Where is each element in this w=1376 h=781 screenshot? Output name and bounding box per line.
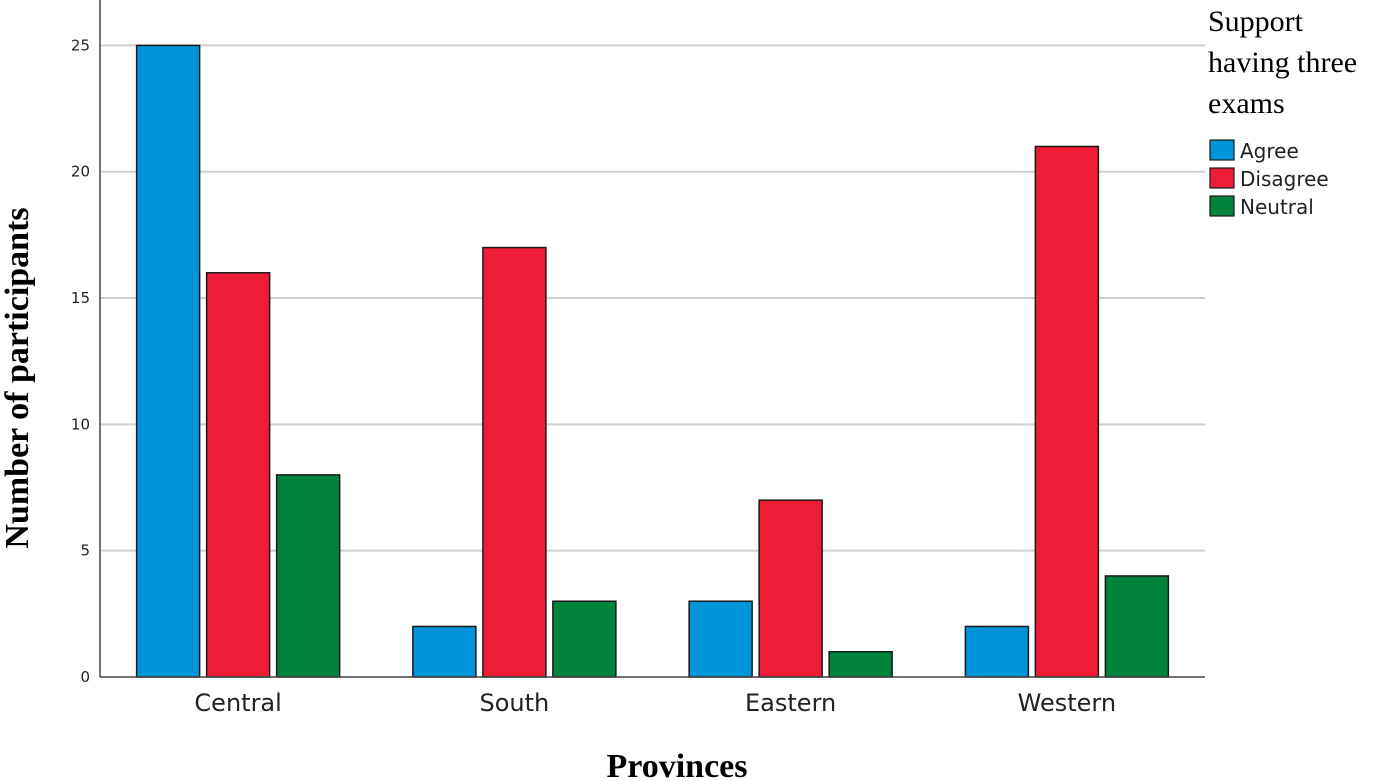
axes: [99, 0, 1205, 678]
bar-disagree-eastern: [758, 499, 823, 678]
y-tick-label: 10: [71, 415, 90, 433]
x-category-label: Eastern: [745, 689, 836, 717]
y-tick-label: 20: [71, 163, 90, 181]
y-tick-label: 25: [71, 36, 90, 54]
bar-neutral-western: [1104, 575, 1170, 678]
bars: [135, 44, 1170, 678]
x-category-labels: Central South Eastern Western: [194, 689, 1116, 717]
legend-swatch-neutral: [1209, 195, 1235, 217]
legend-title-line: Support: [1208, 5, 1304, 38]
x-axis-title: Provinces: [606, 748, 747, 781]
y-axis-title: Number of participants: [0, 207, 36, 548]
bar-disagree-western: [1034, 145, 1100, 678]
x-category-label: South: [480, 689, 550, 717]
legend-label-neutral: Neutral: [1240, 195, 1314, 219]
legend-title-line: having three: [1208, 46, 1357, 79]
y-tick-labels: 0 5 10 15 20 25: [71, 36, 90, 686]
y-tick-label: 5: [80, 542, 90, 560]
legend-label-disagree: Disagree: [1240, 167, 1329, 191]
bar-disagree-south: [482, 246, 547, 678]
legend-title-line: exams: [1208, 87, 1285, 120]
legend-title: Support having three exams: [1208, 5, 1357, 120]
bar-agree-central: [135, 44, 201, 678]
bar-agree-western: [964, 625, 1030, 678]
bar-neutral-central: [275, 474, 341, 678]
legend: Support having three exams Agree Disagree Ne…: [1208, 5, 1357, 219]
bar-neutral-eastern: [828, 650, 893, 678]
legend-label-agree: Agree: [1240, 139, 1299, 163]
gridlines: [100, 44, 1205, 552]
x-category-label: Central: [194, 689, 281, 717]
y-tick-label: 15: [71, 289, 90, 307]
y-tick-label: 0: [80, 668, 90, 686]
x-category-label: Western: [1018, 689, 1116, 717]
bar-disagree-central: [205, 272, 271, 678]
legend-swatch-disagree: [1209, 167, 1235, 189]
bar-neutral-south: [552, 600, 617, 678]
bar-agree-south: [412, 625, 477, 678]
legend-swatch-agree: [1209, 139, 1235, 161]
bar-agree-eastern: [688, 600, 753, 678]
legend-items: Agree Disagree Neutral: [1209, 139, 1329, 219]
